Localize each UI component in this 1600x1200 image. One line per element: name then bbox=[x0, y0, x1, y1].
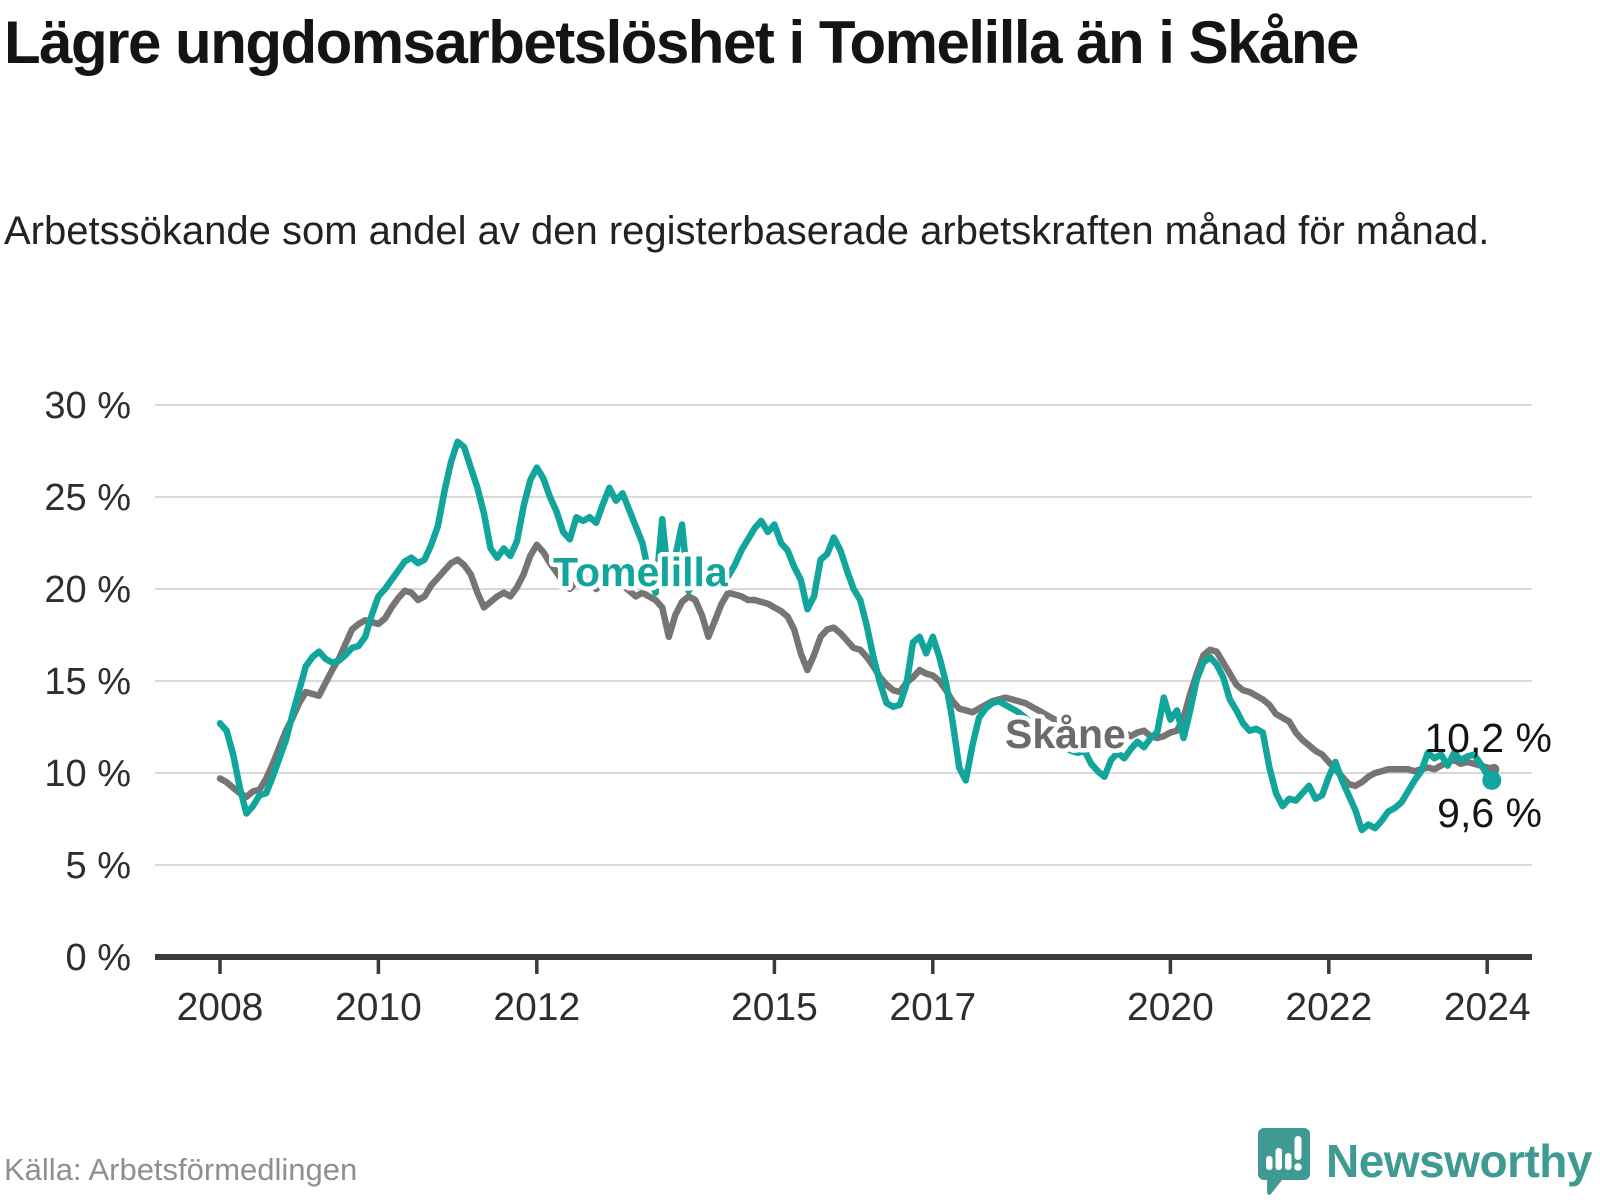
x-tick-label: 2008 bbox=[177, 986, 264, 1029]
series-line-skne bbox=[216, 541, 1498, 801]
x-tick-label: 2022 bbox=[1285, 986, 1372, 1029]
line-chart: 0 % 5 % 10 % 15 % 20 % 25 % 30 % 2008 2010 2012 20… bbox=[44, 385, 1552, 1029]
brand-logo: Newsworthy bbox=[1256, 1126, 1592, 1196]
x-tick-label: 2012 bbox=[493, 986, 580, 1029]
source-note: Källa: Arbetsförmedlingen bbox=[4, 1152, 358, 1187]
end-value-label-tomelilla: 9,6 % bbox=[1437, 790, 1542, 836]
y-tick-label: 30 % bbox=[44, 385, 131, 427]
x-tick-label: 2017 bbox=[889, 986, 976, 1029]
y-tick-label: 0 % bbox=[66, 937, 131, 979]
series-end-dot-tomelilla bbox=[1482, 770, 1502, 790]
x-tick-label: 2024 bbox=[1444, 986, 1531, 1029]
chart-subtitle: Arbetssökande som andel av den registerb… bbox=[4, 209, 1490, 253]
y-tick-label: 15 % bbox=[44, 661, 131, 703]
series-line-tomelilla bbox=[216, 438, 1498, 834]
x-tick-label: 2010 bbox=[335, 986, 422, 1029]
end-value-label-skane: 10,2 % bbox=[1424, 715, 1552, 761]
x-tick-label: 2020 bbox=[1127, 986, 1214, 1029]
series-label-skane: Skåne bbox=[1005, 711, 1126, 757]
page-title: Lägre ungdomsarbetslöshet i Tomelilla än… bbox=[4, 9, 1359, 76]
series-label-tomelilla: Tomelilla bbox=[553, 549, 729, 595]
y-tick-label: 25 % bbox=[44, 477, 131, 519]
newsworthy-icon bbox=[1258, 1128, 1311, 1195]
y-tick-label: 20 % bbox=[44, 569, 131, 611]
x-tick-label: 2015 bbox=[731, 986, 818, 1029]
y-tick-label: 10 % bbox=[44, 753, 131, 795]
y-tick-label: 5 % bbox=[66, 845, 131, 887]
brand-name: Newsworthy bbox=[1326, 1135, 1592, 1187]
